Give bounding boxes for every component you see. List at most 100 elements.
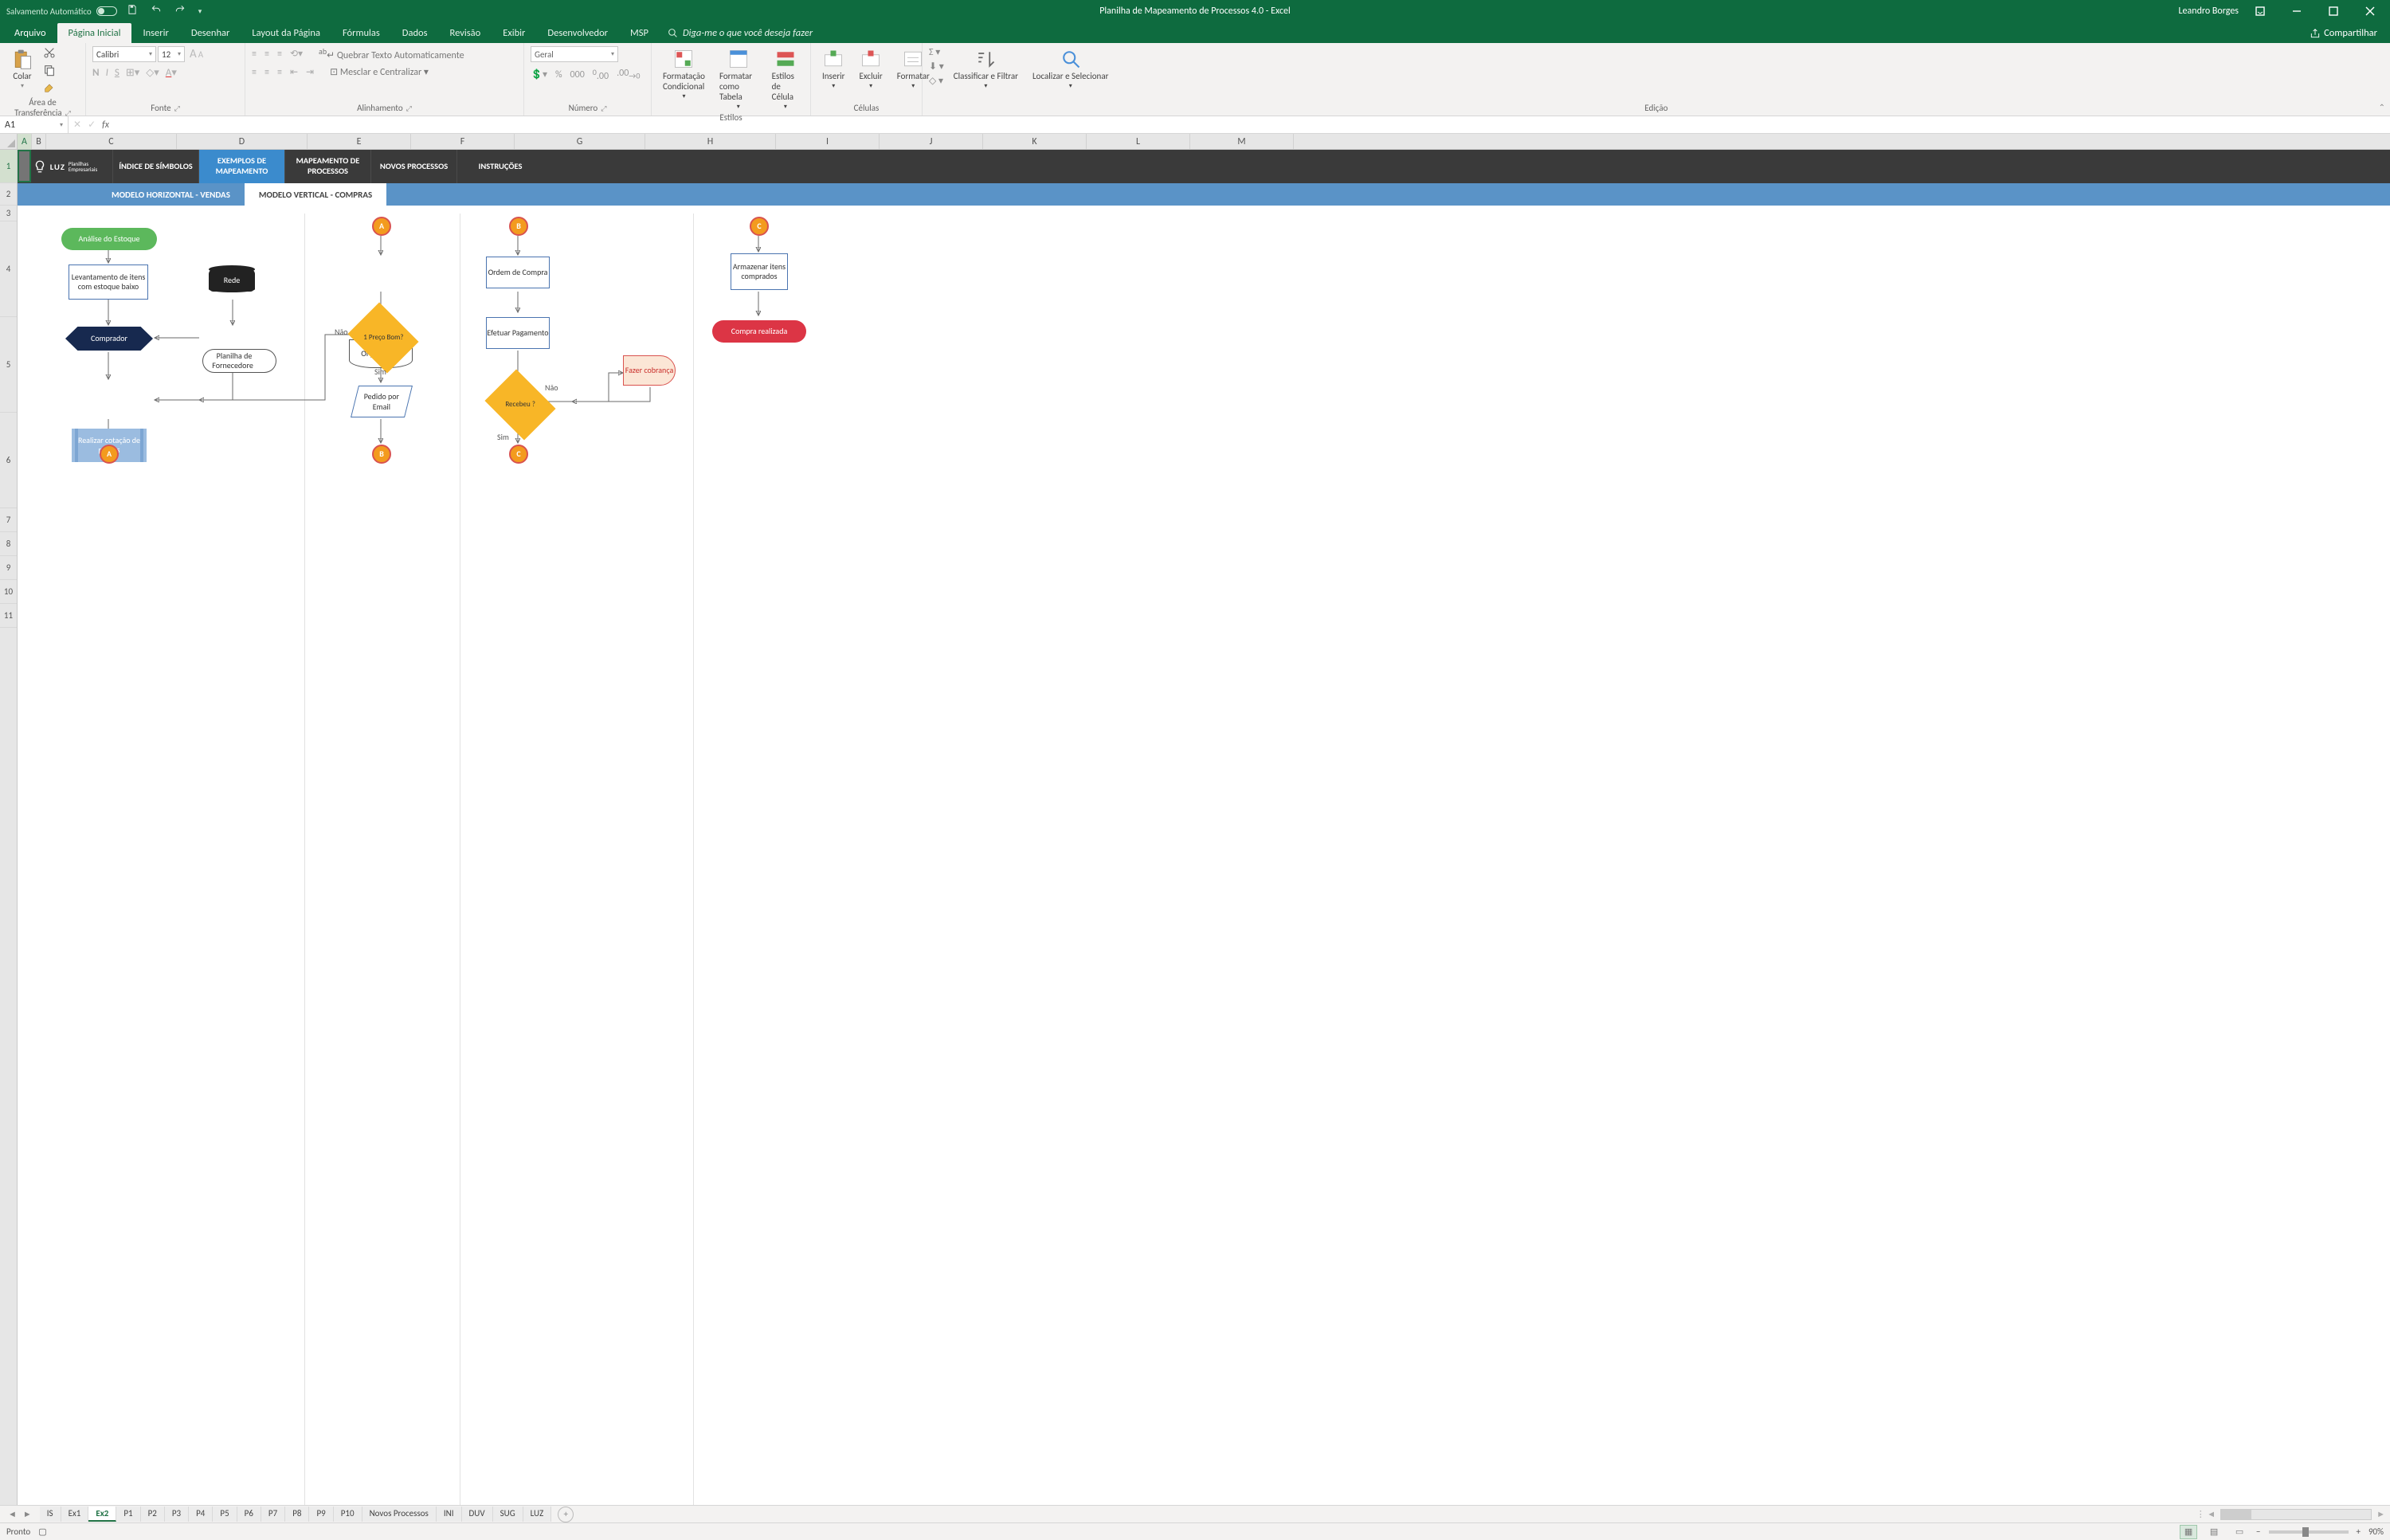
sheet-tab-SUG[interactable]: SUG bbox=[493, 1507, 523, 1522]
conn-a1[interactable]: A bbox=[100, 445, 119, 464]
format-table-button[interactable]: Formatar como Tabela▾ bbox=[715, 46, 762, 112]
ribbon-options-icon[interactable] bbox=[2245, 0, 2275, 22]
row-header-4[interactable]: 4 bbox=[0, 221, 17, 317]
sort-filter-button[interactable]: Classificar e Filtrar▾ bbox=[949, 46, 1023, 92]
tab-view[interactable]: Exibir bbox=[492, 23, 536, 43]
align-right-icon[interactable]: ≡ bbox=[277, 67, 282, 78]
autosave-toggle[interactable]: Salvamento Automático bbox=[6, 6, 117, 17]
zoom-slider[interactable] bbox=[2269, 1530, 2349, 1534]
clear-icon[interactable]: ◇ ▾ bbox=[929, 75, 944, 87]
inc-decimal-icon[interactable]: 0.00 bbox=[593, 67, 609, 82]
insert-cells-button[interactable]: Inserir▾ bbox=[817, 46, 850, 92]
col-header-H[interactable]: H bbox=[645, 134, 776, 149]
indent-inc-icon[interactable]: ⇥ bbox=[306, 66, 314, 78]
paste-button[interactable]: Colar ▾ bbox=[6, 46, 38, 92]
wrap-text-button[interactable]: ab↵ Quebrar Texto Automaticamente bbox=[319, 46, 464, 61]
grow-font-icon[interactable]: A bbox=[190, 47, 197, 61]
tab-formulas[interactable]: Fórmulas bbox=[331, 23, 391, 43]
sheet-tab-P10[interactable]: P10 bbox=[334, 1507, 362, 1522]
currency-icon[interactable]: 💲▾ bbox=[531, 69, 547, 80]
fill-color-icon[interactable]: ◇▾ bbox=[146, 67, 159, 79]
sheet-tab-P3[interactable]: P3 bbox=[165, 1507, 189, 1522]
fx-icon[interactable]: fx bbox=[102, 120, 109, 131]
row-header-11[interactable]: 11 bbox=[0, 604, 17, 628]
col-header-F[interactable]: F bbox=[411, 134, 515, 149]
find-select-button[interactable]: Localizar e Selecionar▾ bbox=[1028, 46, 1113, 92]
comma-icon[interactable]: 000 bbox=[570, 69, 585, 80]
sheet-canvas[interactable]: LUZ Planilhas Empresariais ÍNDICE DE SÍM… bbox=[18, 150, 2390, 1505]
conn-c2[interactable]: C bbox=[750, 217, 769, 236]
enter-formula-icon[interactable]: ✓ bbox=[88, 119, 96, 131]
bold-button[interactable]: N bbox=[92, 67, 100, 79]
view-pagebreak-icon[interactable]: ▭ bbox=[2231, 1525, 2248, 1539]
sheet-tab-P7[interactable]: P7 bbox=[261, 1507, 285, 1522]
sheet-tab-P1[interactable]: P1 bbox=[116, 1507, 140, 1522]
flow-armaz[interactable]: Armazenar itens comprados bbox=[731, 253, 788, 290]
flow-pedido[interactable]: Pedido por Email bbox=[351, 386, 413, 417]
orientation-icon[interactable]: ⟲▾ bbox=[290, 48, 303, 60]
share-button[interactable]: Compartilhar bbox=[2300, 23, 2387, 43]
conditional-format-button[interactable]: Formatação Condicional▾ bbox=[658, 46, 710, 102]
subnav-vertical[interactable]: MODELO VERTICAL - COMPRAS bbox=[245, 183, 386, 206]
zoom-out-icon[interactable]: − bbox=[2256, 1526, 2260, 1537]
subnav-horizontal[interactable]: MODELO HORIZONTAL - VENDAS bbox=[97, 183, 245, 206]
tab-nav-prev-icon[interactable]: ◄ bbox=[8, 1509, 17, 1519]
save-icon[interactable] bbox=[127, 4, 138, 18]
format-painter-icon[interactable] bbox=[43, 81, 56, 97]
conn-a2[interactable]: A bbox=[372, 217, 391, 236]
col-header-E[interactable]: E bbox=[308, 134, 411, 149]
cut-icon[interactable] bbox=[43, 46, 56, 62]
cancel-formula-icon[interactable]: ✕ bbox=[73, 119, 81, 131]
flow-forn[interactable]: Planilha de Fornecedores bbox=[202, 349, 266, 373]
font-name-select[interactable]: Calibri▾ bbox=[92, 46, 156, 62]
zoom-level[interactable]: 90% bbox=[2368, 1526, 2384, 1537]
flow-levant[interactable]: Levantamento de itens com estoque baixo bbox=[69, 265, 148, 300]
tab-file[interactable]: Arquivo bbox=[3, 23, 57, 43]
maximize-icon[interactable] bbox=[2318, 0, 2349, 22]
sheet-tab-IS[interactable]: IS bbox=[40, 1507, 61, 1522]
close-icon[interactable] bbox=[2355, 0, 2385, 22]
tab-scroll-end-icon[interactable]: ► bbox=[2372, 1509, 2390, 1519]
row-header-5[interactable]: 5 bbox=[0, 317, 17, 413]
col-header-G[interactable]: G bbox=[515, 134, 645, 149]
font-size-select[interactable]: 12▾ bbox=[158, 46, 185, 62]
redo-icon[interactable] bbox=[174, 4, 186, 18]
macro-record-icon[interactable]: ▢ bbox=[38, 1526, 46, 1537]
border-icon[interactable]: ⊞▾ bbox=[126, 67, 139, 79]
tell-me-search[interactable]: Diga-me o que você deseja fazer bbox=[660, 23, 821, 43]
tab-nav-next-icon[interactable]: ► bbox=[23, 1509, 32, 1519]
merge-button[interactable]: ⊡ Mesclar e Centralizar ▾ bbox=[330, 66, 429, 78]
tab-data[interactable]: Dados bbox=[391, 23, 439, 43]
autosum-icon[interactable]: Σ ▾ bbox=[929, 46, 944, 58]
nav-mapping[interactable]: MAPEAMENTO DE PROCESSOS bbox=[285, 150, 371, 183]
luz-logo[interactable]: LUZ Planilhas Empresariais bbox=[18, 150, 113, 183]
zoom-in-icon[interactable]: + bbox=[2357, 1526, 2361, 1537]
conn-c1[interactable]: C bbox=[509, 445, 528, 464]
row-header-3[interactable]: 3 bbox=[0, 206, 17, 221]
indent-dec-icon[interactable]: ⇤ bbox=[290, 66, 298, 78]
flow-ordem[interactable]: Ordem de Compra bbox=[486, 257, 550, 288]
row-header-2[interactable]: 2 bbox=[0, 183, 17, 206]
row-header-1[interactable]: 1 bbox=[0, 150, 17, 183]
col-header-D[interactable]: D bbox=[177, 134, 308, 149]
tab-developer[interactable]: Desenvolvedor bbox=[536, 23, 619, 43]
col-header-J[interactable]: J bbox=[880, 134, 983, 149]
col-header-C[interactable]: C bbox=[46, 134, 177, 149]
flow-recebeu[interactable]: Recebeu ? bbox=[484, 369, 555, 440]
nav-new[interactable]: NOVOS PROCESSOS bbox=[371, 150, 457, 183]
tab-insert[interactable]: Inserir bbox=[131, 23, 179, 43]
align-middle-icon[interactable]: ≡ bbox=[264, 49, 269, 60]
col-header-L[interactable]: L bbox=[1087, 134, 1190, 149]
dec-decimal-icon[interactable]: .00→0 bbox=[617, 68, 640, 80]
tab-layout[interactable]: Layout da Página bbox=[241, 23, 331, 43]
row-header-7[interactable]: 7 bbox=[0, 508, 17, 532]
tab-msp[interactable]: MSP bbox=[619, 23, 660, 43]
percent-icon[interactable]: % bbox=[555, 69, 562, 80]
flow-cobr[interactable]: Fazer cobrança bbox=[623, 355, 676, 386]
user-name[interactable]: Leandro Borges bbox=[2179, 6, 2239, 17]
flow-final[interactable]: Compra realizada bbox=[712, 320, 806, 343]
name-box[interactable]: A1▾ bbox=[0, 116, 69, 133]
flow-pagto[interactable]: Efetuar Pagamento bbox=[486, 317, 550, 349]
align-center-icon[interactable]: ≡ bbox=[264, 67, 269, 78]
add-sheet-button[interactable]: + bbox=[558, 1507, 574, 1522]
